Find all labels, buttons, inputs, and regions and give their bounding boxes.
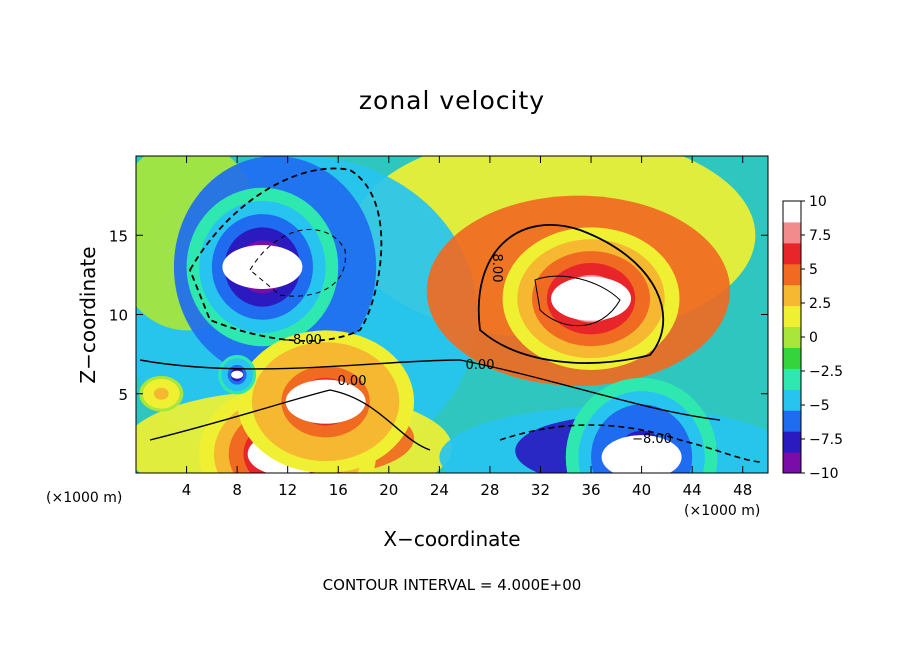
colorbar-segment: [783, 410, 801, 432]
y-tick-label: 5: [118, 386, 128, 404]
colorbar-tick-label: 0: [809, 330, 818, 346]
colorbar-tick-label: 5: [809, 262, 818, 278]
colorbar-tick-label: −7.5: [809, 432, 843, 448]
colorbar-segment: [783, 263, 801, 286]
contour-interval-note: CONTOUR INTERVAL = 4.000E+00: [322, 576, 582, 594]
chart-title: zonal velocity: [358, 86, 546, 115]
x-tick-label: 48: [733, 481, 752, 499]
colorbar-tick-label: −5: [809, 398, 830, 414]
colorbar-segment: [783, 326, 801, 348]
field-saturated-core: [551, 276, 632, 321]
y-tick-label: 15: [109, 227, 128, 245]
x-tick-label: 24: [430, 481, 449, 499]
field-saturated-core: [285, 379, 366, 424]
colorbar-segment: [783, 221, 801, 244]
y-axis-label: Z−coordinate: [76, 246, 100, 384]
colorbar-tick-label: −2.5: [809, 364, 843, 380]
colorbar-tick-label: 10: [809, 194, 827, 210]
contour-line: [189, 167, 383, 342]
x-tick-label: 20: [379, 481, 398, 499]
colorbar-segment: [783, 284, 801, 307]
contour-line: [139, 359, 721, 421]
x-axis-label: X−coordinate: [383, 527, 521, 551]
x-tick-label: 36: [581, 481, 600, 499]
field-saturated-core: [601, 435, 682, 473]
colorbar-tick-label: 2.5: [809, 296, 831, 312]
colorbar-tick-label: −10: [809, 466, 839, 482]
colorbar-segment: [783, 347, 801, 369]
y-tick-label: 10: [109, 307, 128, 325]
colorbar-segment: [783, 305, 801, 328]
x-tick-label: 16: [329, 481, 348, 499]
contour-label: 0.00: [338, 374, 367, 389]
field-saturated-core: [222, 244, 303, 289]
contour-label: 8.00: [489, 254, 504, 283]
colorbar-segment: [783, 389, 801, 411]
contour-label: −8.00: [282, 333, 322, 348]
contour-line: [249, 229, 346, 297]
field-layer: [136, 156, 768, 473]
x-tick-label: 28: [480, 481, 499, 499]
contour-label: 0.00: [466, 358, 495, 373]
x-tick-label: 4: [182, 481, 192, 499]
contour-line: [534, 275, 621, 327]
contour-line: [499, 424, 761, 463]
field-core: [157, 390, 165, 397]
x-unit-right: (×1000 m): [684, 503, 761, 519]
x-tick-label: 12: [278, 481, 297, 499]
colorbar-segment: [783, 431, 801, 453]
colorbar-segment: [783, 368, 801, 390]
contour-label: −8.00: [632, 432, 672, 447]
x-tick-label: 44: [683, 481, 702, 499]
colorbar-segment: [783, 201, 801, 223]
x-unit-left: (×1000 m): [46, 490, 123, 506]
field-saturated-core: [231, 370, 244, 379]
x-tick-label: 40: [632, 481, 651, 499]
colorbar-segment: [783, 452, 801, 474]
x-tick-label: 8: [232, 481, 242, 499]
x-tick-label: 32: [531, 481, 550, 499]
colorbar-segment: [783, 242, 801, 265]
contour-line: [149, 389, 431, 451]
colorbar-tick-label: 7.5: [809, 228, 831, 244]
contour-line: [477, 224, 665, 364]
